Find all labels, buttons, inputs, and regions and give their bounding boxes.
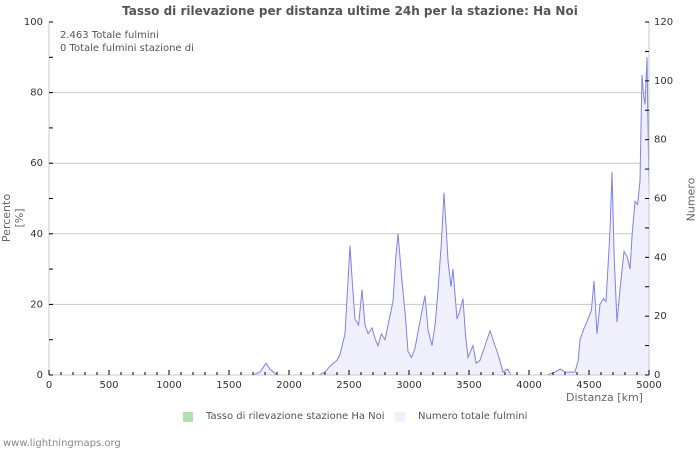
svg-text:3000: 3000 (396, 380, 421, 391)
legend-swatch-lavender (395, 411, 405, 422)
footer-source: www.lightningmaps.org (3, 438, 121, 449)
svg-text:40: 40 (30, 229, 43, 240)
svg-text:0: 0 (37, 370, 43, 381)
svg-text:5000: 5000 (636, 380, 661, 391)
info-station-strikes: 0 Totale fulmini stazione di (60, 43, 194, 54)
info-total-strikes: 2.463 Totale fulmini (60, 30, 159, 41)
svg-text:100: 100 (24, 17, 43, 28)
svg-text:2500: 2500 (336, 380, 361, 391)
y-axis-right-label: Numero (684, 177, 698, 222)
legend-label-detection-rate: Tasso di rilevazione stazione Ha Noi (206, 411, 385, 422)
svg-text:0: 0 (46, 380, 52, 391)
svg-text:500: 500 (99, 380, 118, 391)
legend-label-total-strikes: Numero totale fulmini (418, 411, 528, 422)
svg-text:4500: 4500 (576, 380, 601, 391)
svg-text:40: 40 (654, 252, 667, 263)
svg-text:1000: 1000 (156, 380, 181, 391)
svg-text:80: 80 (30, 88, 43, 99)
chart-title: Tasso di rilevazione per distanza ultime… (122, 4, 578, 18)
x-axis-label: Distanza [km] (566, 391, 643, 404)
svg-text:100: 100 (654, 76, 673, 87)
legend-item-total-strikes: Numero totale fulmini (395, 411, 527, 422)
legend-item-detection-rate: Tasso di rilevazione stazione Ha Noi (183, 411, 385, 422)
svg-text:120: 120 (654, 17, 673, 28)
svg-text:4000: 4000 (516, 380, 541, 391)
svg-text:2000: 2000 (276, 380, 301, 391)
svg-text:3500: 3500 (456, 380, 481, 391)
svg-text:20: 20 (654, 311, 667, 322)
svg-text:20: 20 (30, 299, 43, 310)
svg-text:60: 60 (30, 158, 43, 169)
y-axis-left-label: Percento [%] (0, 193, 26, 243)
legend-swatch-green (183, 411, 193, 422)
svg-text:1500: 1500 (216, 380, 241, 391)
series-numero-area (49, 57, 649, 376)
svg-text:80: 80 (654, 135, 667, 146)
svg-text:0: 0 (654, 370, 660, 381)
info-box: 2.463 Totale fulmini 0 Totale fulmini st… (60, 29, 194, 55)
series-numero-line (49, 57, 650, 376)
svg-text:60: 60 (654, 194, 667, 205)
